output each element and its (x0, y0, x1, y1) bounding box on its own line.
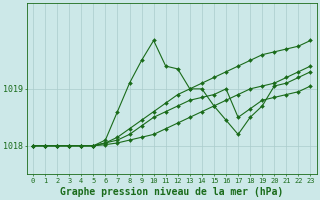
X-axis label: Graphe pression niveau de la mer (hPa): Graphe pression niveau de la mer (hPa) (60, 186, 284, 197)
